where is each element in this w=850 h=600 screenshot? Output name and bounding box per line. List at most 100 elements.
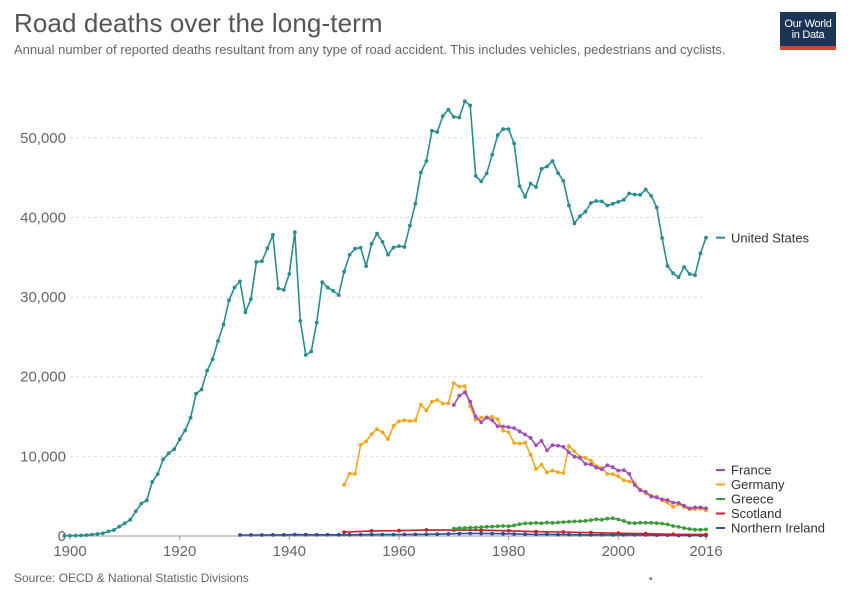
data-point — [693, 527, 697, 532]
data-point — [578, 519, 582, 524]
data-point — [567, 450, 571, 455]
data-point — [484, 415, 489, 420]
data-point — [303, 532, 308, 537]
data-point — [693, 505, 697, 510]
data-point — [375, 427, 379, 431]
data-point — [391, 424, 396, 428]
data-point — [281, 533, 286, 537]
data-point — [556, 520, 560, 525]
data-point — [468, 399, 473, 404]
data-point — [172, 447, 177, 452]
data-point — [342, 482, 346, 487]
data-point — [605, 463, 610, 468]
data-point — [347, 532, 352, 537]
data-point — [430, 128, 434, 133]
data-point — [627, 191, 632, 196]
data-point — [468, 103, 473, 108]
data-point — [632, 483, 637, 487]
data-point — [490, 414, 495, 419]
source-note: Source: OECD & National Statistic Divisi… — [14, 571, 249, 585]
data-point — [495, 524, 500, 529]
data-point — [517, 441, 522, 446]
data-point — [271, 533, 275, 537]
data-point — [660, 497, 664, 502]
y-tick-label: 30,000 — [20, 289, 66, 306]
data-point — [495, 424, 500, 429]
data-point — [572, 449, 577, 454]
legend: United States FranceGermanyGreeceScotland… — [716, 231, 825, 536]
data-point — [698, 505, 703, 510]
x-tick-label: 1920 — [163, 543, 196, 560]
x-tick-label: 2016 — [689, 543, 722, 560]
data-point — [473, 525, 478, 530]
data-point — [281, 288, 286, 292]
data-point — [440, 401, 445, 406]
data-point — [122, 521, 127, 526]
data-point — [687, 272, 692, 276]
data-point — [517, 184, 522, 188]
data-point — [501, 531, 505, 536]
data-point — [402, 418, 407, 423]
data-point — [101, 531, 105, 536]
data-point — [621, 519, 626, 523]
data-point — [451, 115, 456, 119]
data-point — [627, 521, 632, 525]
data-point — [621, 468, 626, 472]
data-point — [265, 246, 270, 251]
logo-accent-bar — [780, 46, 836, 50]
chart-title: Road deaths over the long-term — [14, 8, 383, 38]
y-axis: 0 10,000 20,000 30,000 40,000 50,000 — [20, 130, 66, 545]
data-point — [561, 444, 566, 449]
chart-subtitle: Annual number of reported deaths resulta… — [14, 42, 726, 57]
data-point — [698, 527, 703, 532]
data-point — [616, 474, 621, 479]
data-point — [292, 532, 297, 537]
data-point — [578, 214, 582, 219]
series-scotland — [342, 528, 708, 537]
data-point — [462, 526, 467, 530]
data-point — [188, 415, 193, 420]
data-point — [545, 520, 549, 525]
data-point — [457, 115, 462, 120]
legend-label-germany: Germany — [731, 477, 785, 492]
data-point — [177, 437, 182, 442]
data-point — [292, 230, 297, 235]
data-point — [693, 273, 697, 278]
data-point — [534, 521, 538, 525]
data-point — [408, 223, 412, 228]
owid-logo[interactable]: Our World in Data — [780, 12, 836, 50]
data-point — [501, 428, 505, 433]
data-point — [369, 432, 374, 436]
series-line — [343, 382, 707, 512]
data-point — [594, 465, 599, 470]
data-point — [649, 520, 654, 525]
logo-line-1: Our World — [784, 18, 832, 30]
data-point — [638, 488, 643, 493]
data-point — [386, 437, 390, 441]
data-point — [550, 159, 555, 163]
x-tick-label: 1980 — [492, 543, 525, 560]
data-point — [528, 452, 533, 457]
x-tick-label: 1940 — [273, 543, 306, 560]
data-point — [589, 458, 593, 463]
data-point — [583, 209, 588, 214]
data-point — [556, 443, 560, 448]
data-point — [353, 472, 357, 476]
data-point — [578, 456, 582, 460]
data-point — [271, 232, 275, 237]
data-point — [539, 521, 544, 526]
data-point — [561, 530, 566, 534]
series-line — [344, 529, 707, 536]
data-point — [424, 159, 429, 163]
data-point — [243, 310, 248, 315]
data-point — [462, 384, 467, 389]
data-point — [128, 517, 133, 522]
data-point — [90, 532, 94, 537]
data-point — [150, 480, 155, 484]
data-point — [671, 271, 675, 276]
x-tick-label: 1960 — [382, 543, 415, 560]
data-point — [462, 99, 467, 104]
data-point — [314, 532, 319, 537]
data-point — [194, 391, 199, 396]
data-point — [117, 524, 122, 529]
